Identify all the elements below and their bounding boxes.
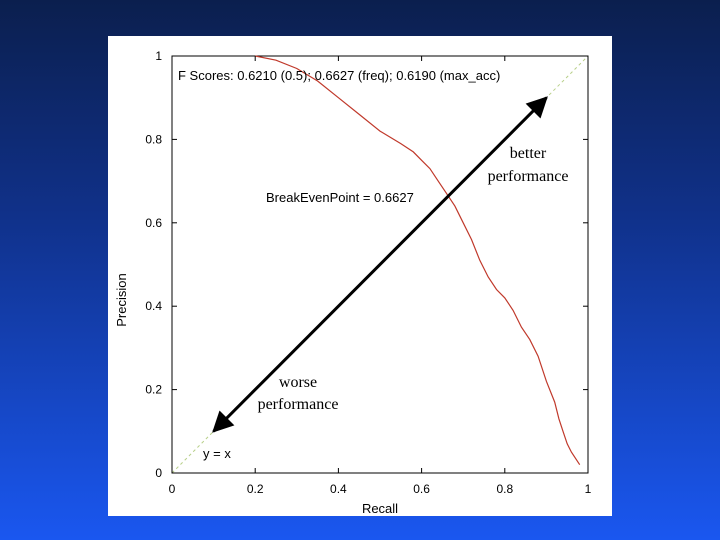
worse-label-line1: worse bbox=[279, 374, 317, 391]
break-even-annotation: BreakEvenPoint = 0.6627 bbox=[266, 190, 414, 205]
worse-label-line2: performance bbox=[258, 396, 339, 413]
y-tick-label: 0.2 bbox=[145, 383, 162, 397]
chart-panel: 0 0.2 0.4 0.6 0.8 1 0 0.2 0.4 0.6 0.8 1 Recall Prec… bbox=[108, 36, 612, 516]
y-axis-label: Precision bbox=[114, 273, 129, 326]
x-tick-label: 1 bbox=[585, 482, 592, 496]
f-scores-annotation: F Scores: 0.6210 (0.5); 0.6627 (freq); 0… bbox=[178, 68, 500, 83]
x-tick-label: 0.8 bbox=[496, 482, 513, 496]
x-tick-label: 0 bbox=[169, 482, 176, 496]
plot-area bbox=[171, 55, 589, 474]
diag-label: y = x bbox=[203, 446, 231, 461]
plot-frame bbox=[171, 55, 589, 474]
better-label-line1: better bbox=[510, 145, 547, 162]
y-tick-label: 0.4 bbox=[145, 299, 162, 313]
x-tick-label: 0.2 bbox=[247, 482, 264, 496]
better-label-line2: performance bbox=[488, 168, 569, 185]
x-axis-label: Recall bbox=[362, 501, 398, 516]
y-tick-label: 0.8 bbox=[145, 132, 162, 146]
performance-arrow bbox=[212, 96, 548, 433]
x-tick-label: 0.6 bbox=[413, 482, 430, 496]
x-tick-label: 0.4 bbox=[330, 482, 347, 496]
pr-curve-chart: 0 0.2 0.4 0.6 0.8 1 0 0.2 0.4 0.6 0.8 1 Recall Prec… bbox=[114, 49, 592, 516]
y-tick-label: 0.6 bbox=[145, 216, 162, 230]
y-tick-label: 1 bbox=[155, 49, 162, 63]
y-tick-label: 0 bbox=[155, 466, 162, 480]
ticks: 0 0.2 0.4 0.6 0.8 1 0 0.2 0.4 0.6 0.8 1 bbox=[145, 49, 591, 496]
